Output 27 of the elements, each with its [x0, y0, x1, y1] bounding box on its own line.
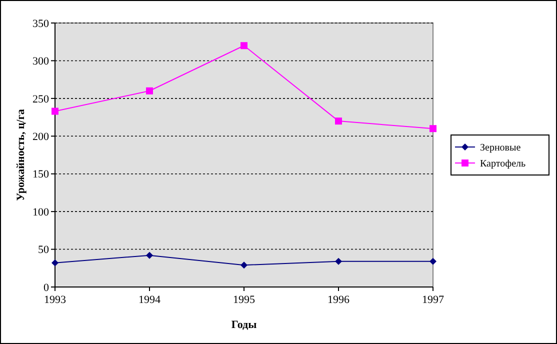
- y-axis-title: Урожайность, ц/га: [15, 108, 27, 201]
- y-tick-label: 50: [38, 244, 50, 256]
- x-tick-label: 1994: [138, 294, 161, 306]
- point: [335, 258, 342, 265]
- y-tick-label: 150: [32, 168, 50, 181]
- x-tick-label: 1997: [422, 294, 444, 306]
- y-tick-label: 350: [32, 18, 50, 30]
- point: [146, 87, 153, 94]
- point: [240, 262, 248, 269]
- point: [240, 42, 248, 50]
- legend-label: Картофель: [480, 158, 526, 170]
- point: [430, 125, 436, 132]
- x-tick-label: 1993: [44, 294, 66, 306]
- y-tick-label: 0: [44, 282, 50, 294]
- point: [52, 259, 58, 266]
- y-tick-label: 100: [32, 206, 50, 218]
- y-tick-label: 250: [32, 93, 50, 106]
- y-tick-label: 300: [32, 56, 50, 68]
- y-tick-label: 200: [32, 130, 50, 143]
- point: [430, 258, 436, 265]
- legend-label: Зерновые: [480, 142, 522, 154]
- x-tick-label: 1995: [233, 294, 256, 306]
- point: [335, 118, 342, 125]
- x-axis-title: Годы: [231, 319, 258, 331]
- point: [146, 252, 153, 259]
- point: [52, 108, 58, 115]
- x-tick-label: 1996: [328, 294, 350, 306]
